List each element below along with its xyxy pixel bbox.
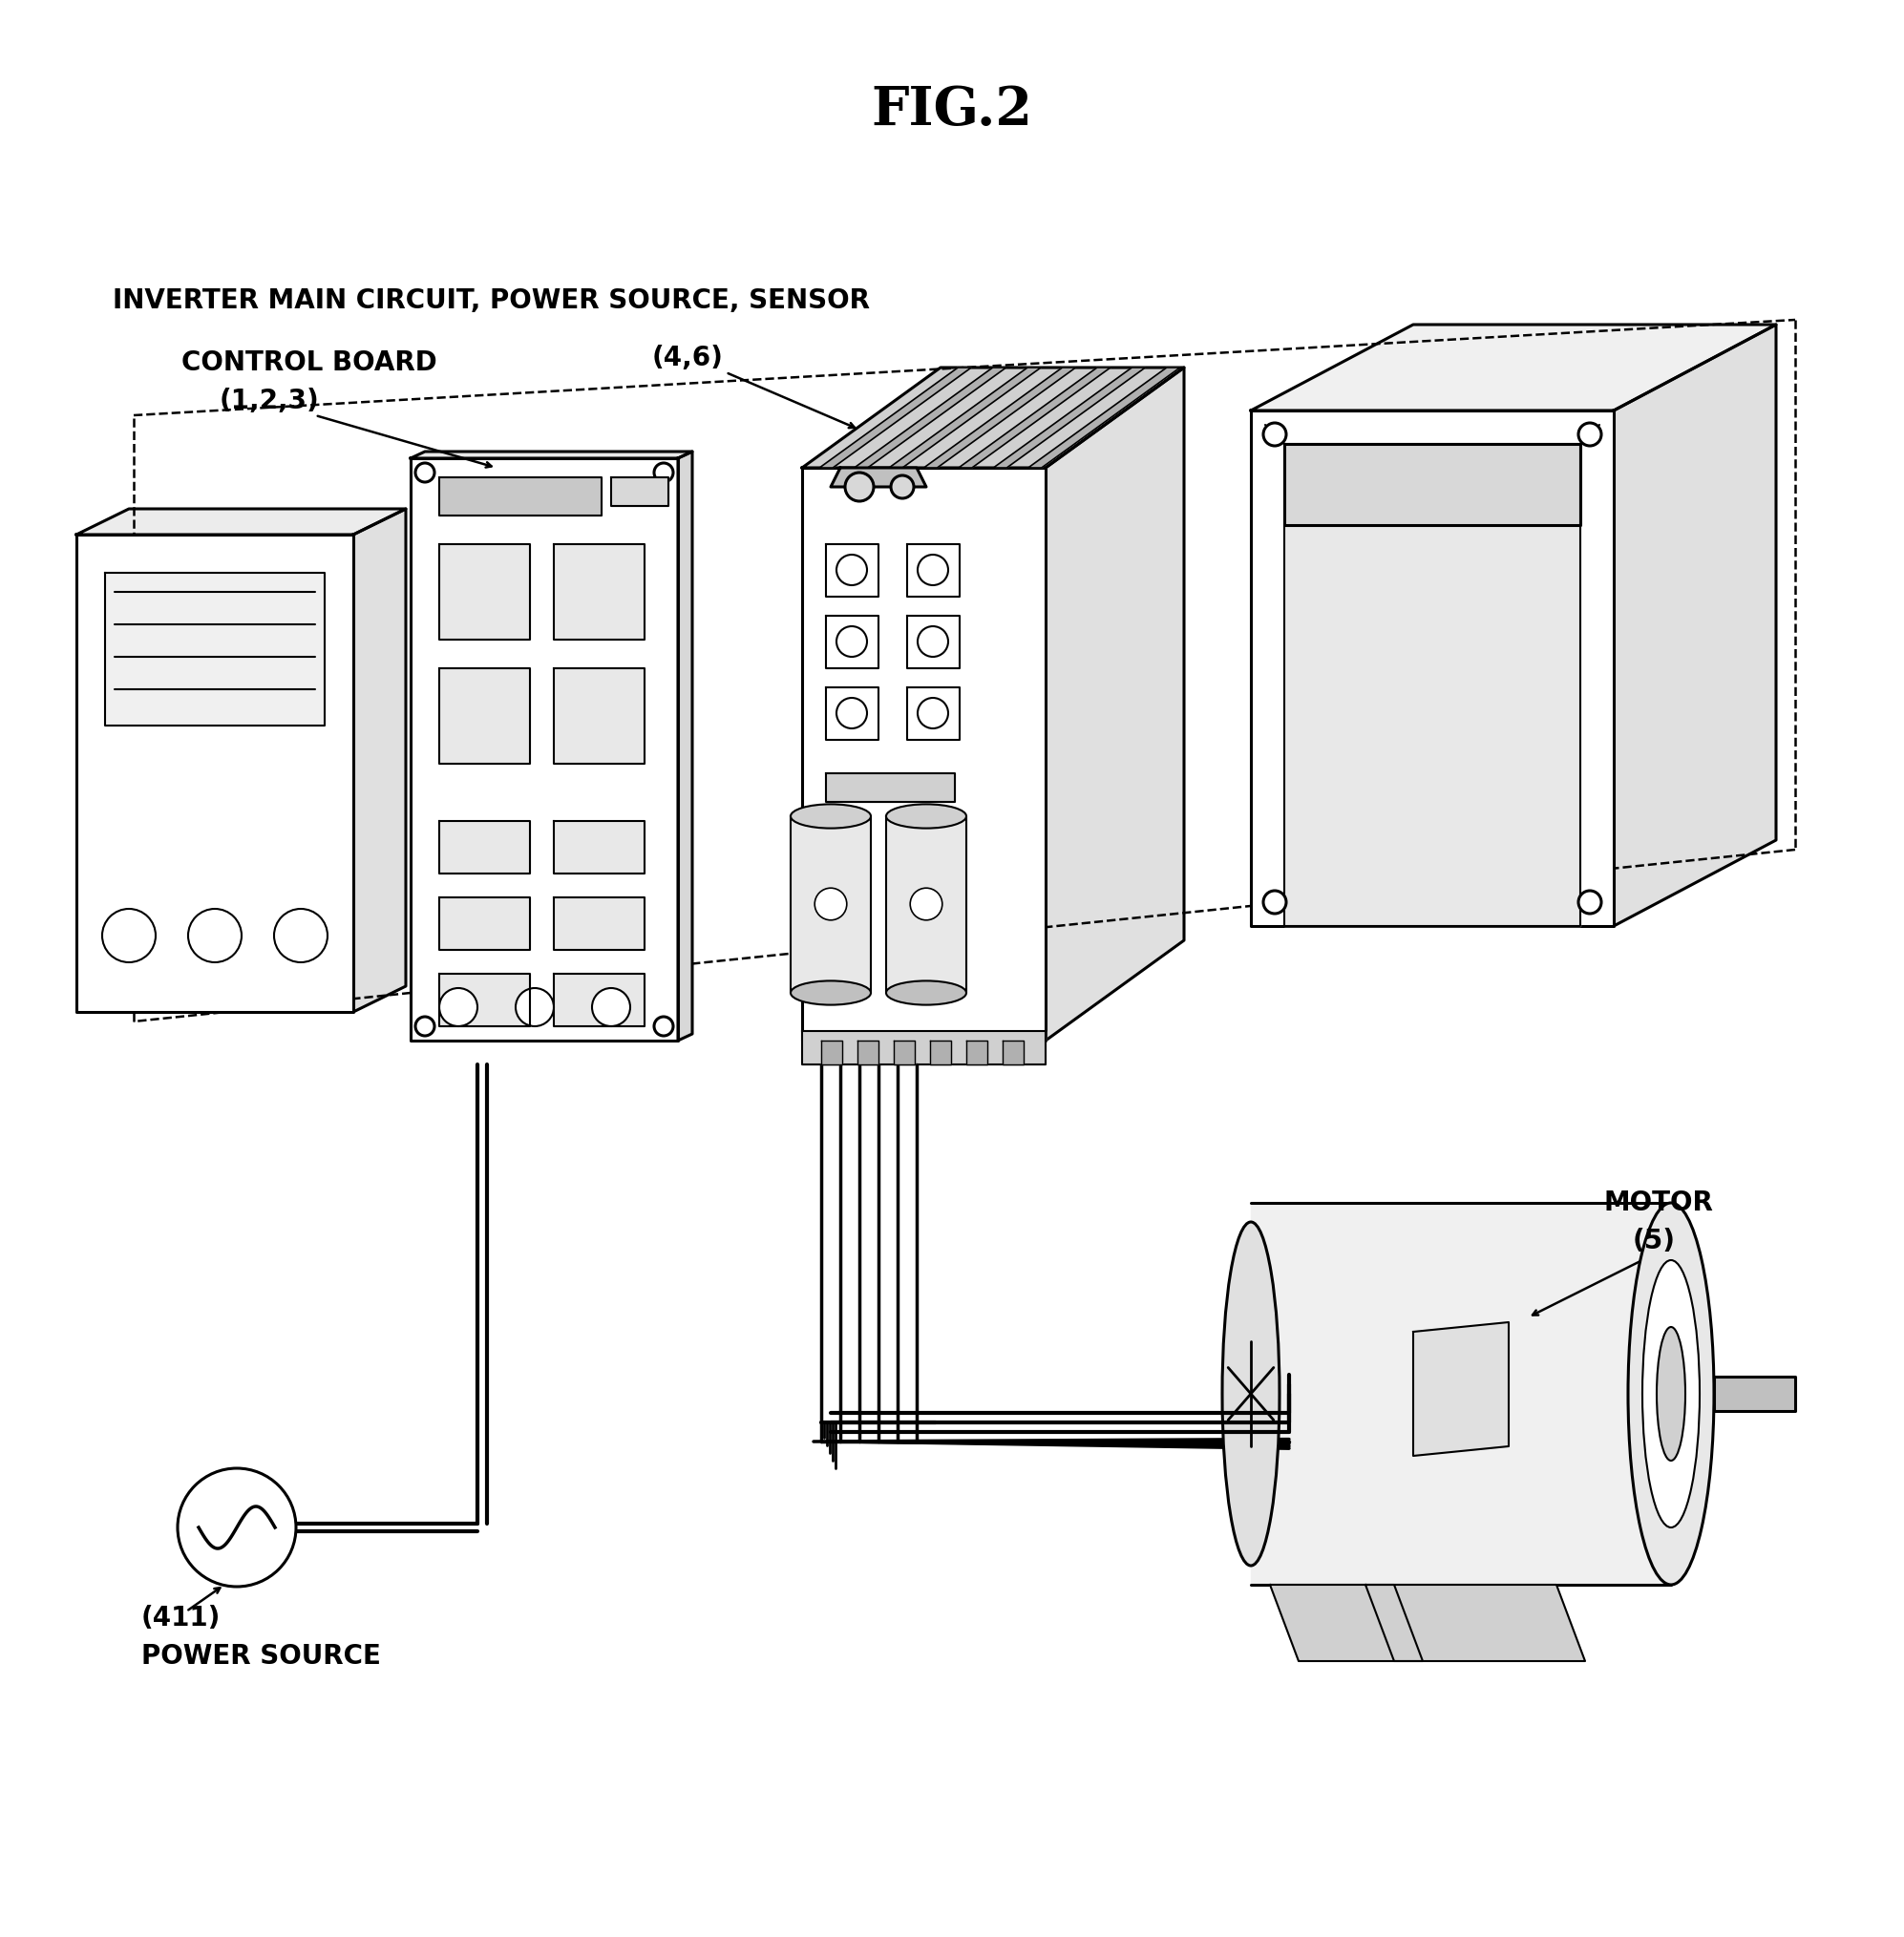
Polygon shape xyxy=(1365,1584,1584,1662)
Polygon shape xyxy=(802,1030,1045,1065)
Polygon shape xyxy=(1045,368,1184,1040)
Polygon shape xyxy=(1714,1377,1795,1410)
Polygon shape xyxy=(893,1040,914,1065)
Text: (4,6): (4,6) xyxy=(651,345,724,372)
Polygon shape xyxy=(1270,1584,1422,1662)
Ellipse shape xyxy=(790,980,870,1005)
Ellipse shape xyxy=(1628,1203,1714,1584)
Polygon shape xyxy=(958,368,1110,467)
Polygon shape xyxy=(440,821,529,874)
Ellipse shape xyxy=(790,804,870,829)
Polygon shape xyxy=(1615,325,1776,926)
Circle shape xyxy=(274,908,327,963)
Circle shape xyxy=(188,908,242,963)
Polygon shape xyxy=(802,368,1184,467)
Circle shape xyxy=(592,988,630,1027)
Polygon shape xyxy=(1251,1203,1672,1584)
Polygon shape xyxy=(923,368,1076,467)
Polygon shape xyxy=(440,974,529,1027)
Text: CONTROL BOARD: CONTROL BOARD xyxy=(181,349,438,376)
Polygon shape xyxy=(554,668,645,763)
Ellipse shape xyxy=(1656,1327,1685,1460)
Polygon shape xyxy=(1251,411,1615,926)
Polygon shape xyxy=(855,368,1005,467)
Circle shape xyxy=(415,1017,434,1036)
Circle shape xyxy=(918,626,948,657)
Circle shape xyxy=(845,473,874,502)
Polygon shape xyxy=(440,477,602,515)
Circle shape xyxy=(1578,891,1601,914)
Polygon shape xyxy=(826,688,878,740)
Polygon shape xyxy=(1413,1323,1508,1457)
Text: (5): (5) xyxy=(1634,1228,1676,1255)
Ellipse shape xyxy=(885,980,967,1005)
Polygon shape xyxy=(611,477,668,506)
Circle shape xyxy=(836,554,866,585)
Circle shape xyxy=(918,554,948,585)
Circle shape xyxy=(177,1468,295,1586)
Polygon shape xyxy=(440,544,529,639)
Polygon shape xyxy=(678,451,693,1040)
Circle shape xyxy=(1262,891,1287,914)
Polygon shape xyxy=(76,535,354,1011)
Text: INVERTER MAIN CIRCUIT, POWER SOURCE, SENSOR: INVERTER MAIN CIRCUIT, POWER SOURCE, SEN… xyxy=(112,287,870,314)
Text: FIG.2: FIG.2 xyxy=(872,83,1032,136)
Circle shape xyxy=(1262,422,1287,446)
Polygon shape xyxy=(802,467,1045,1040)
Polygon shape xyxy=(994,368,1144,467)
Text: (411): (411) xyxy=(141,1604,221,1631)
Polygon shape xyxy=(906,688,960,740)
Polygon shape xyxy=(821,1040,842,1065)
Polygon shape xyxy=(105,573,326,726)
Circle shape xyxy=(415,463,434,482)
Polygon shape xyxy=(826,616,878,668)
Polygon shape xyxy=(819,368,971,467)
Polygon shape xyxy=(790,815,870,994)
Polygon shape xyxy=(929,1040,950,1065)
Polygon shape xyxy=(826,544,878,597)
Polygon shape xyxy=(411,459,678,1040)
Circle shape xyxy=(815,887,847,920)
Ellipse shape xyxy=(1222,1222,1279,1565)
Polygon shape xyxy=(554,974,645,1027)
Polygon shape xyxy=(440,897,529,949)
Text: MOTOR: MOTOR xyxy=(1605,1189,1714,1216)
Circle shape xyxy=(918,697,948,728)
Polygon shape xyxy=(1285,444,1580,525)
Polygon shape xyxy=(889,368,1041,467)
Circle shape xyxy=(655,463,674,482)
Ellipse shape xyxy=(1643,1261,1700,1528)
Polygon shape xyxy=(554,821,645,874)
Polygon shape xyxy=(906,544,960,597)
Circle shape xyxy=(891,475,914,498)
Circle shape xyxy=(910,887,942,920)
Circle shape xyxy=(516,988,554,1027)
Polygon shape xyxy=(885,815,967,994)
Circle shape xyxy=(836,626,866,657)
Polygon shape xyxy=(1003,1040,1024,1065)
Circle shape xyxy=(1578,422,1601,446)
Polygon shape xyxy=(857,1040,878,1065)
Polygon shape xyxy=(354,509,406,1011)
Polygon shape xyxy=(1028,368,1180,467)
Polygon shape xyxy=(906,616,960,668)
Circle shape xyxy=(655,1017,674,1036)
Circle shape xyxy=(836,697,866,728)
Text: POWER SOURCE: POWER SOURCE xyxy=(141,1643,381,1670)
Polygon shape xyxy=(554,544,645,639)
Polygon shape xyxy=(411,451,693,459)
Circle shape xyxy=(103,908,156,963)
Text: (1,2,3): (1,2,3) xyxy=(219,387,320,415)
Polygon shape xyxy=(830,467,925,486)
Circle shape xyxy=(440,988,478,1027)
Polygon shape xyxy=(554,897,645,949)
Polygon shape xyxy=(967,1040,988,1065)
Polygon shape xyxy=(1285,444,1580,926)
Ellipse shape xyxy=(885,804,967,829)
Polygon shape xyxy=(826,773,956,802)
Polygon shape xyxy=(1251,325,1776,411)
Polygon shape xyxy=(440,668,529,763)
Polygon shape xyxy=(76,509,406,535)
